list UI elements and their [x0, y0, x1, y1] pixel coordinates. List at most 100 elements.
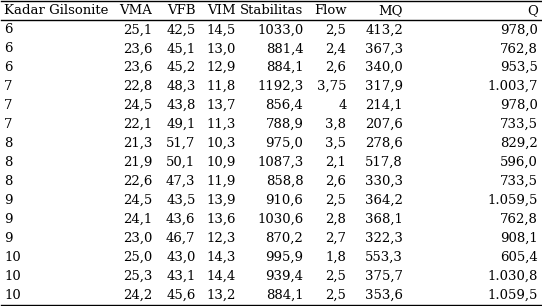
Text: 8: 8 — [4, 137, 12, 150]
Text: 322,3: 322,3 — [365, 232, 403, 245]
Text: 978,0: 978,0 — [500, 99, 538, 112]
Text: 881,4: 881,4 — [266, 42, 304, 55]
Text: 733,5: 733,5 — [500, 175, 538, 188]
Text: 14,4: 14,4 — [207, 270, 236, 283]
Text: 1.059,5: 1.059,5 — [488, 289, 538, 302]
Text: 24,1: 24,1 — [123, 213, 152, 226]
Text: 1.059,5: 1.059,5 — [488, 194, 538, 207]
Text: VIM: VIM — [208, 4, 236, 17]
Text: VMA: VMA — [119, 4, 152, 17]
Text: 353,6: 353,6 — [365, 289, 403, 302]
Text: 1192,3: 1192,3 — [257, 80, 304, 93]
Text: 2,5: 2,5 — [326, 194, 346, 207]
Text: 23,6: 23,6 — [123, 61, 152, 74]
Text: 6: 6 — [4, 61, 12, 74]
Text: 13,9: 13,9 — [207, 194, 236, 207]
Text: Kadar Gilsonite: Kadar Gilsonite — [4, 4, 108, 17]
Text: 11,3: 11,3 — [207, 118, 236, 131]
Text: 45,2: 45,2 — [166, 61, 196, 74]
Text: 910,6: 910,6 — [266, 194, 304, 207]
Text: 13,7: 13,7 — [207, 99, 236, 112]
Text: 3,8: 3,8 — [326, 118, 346, 131]
Text: 25,0: 25,0 — [123, 251, 152, 264]
Text: 50,1: 50,1 — [166, 156, 196, 169]
Text: 43,6: 43,6 — [166, 213, 196, 226]
Text: 47,3: 47,3 — [166, 175, 196, 188]
Text: 9: 9 — [4, 194, 12, 207]
Text: 375,7: 375,7 — [365, 270, 403, 283]
Text: 995,9: 995,9 — [266, 251, 304, 264]
Text: 856,4: 856,4 — [266, 99, 304, 112]
Text: MQ: MQ — [379, 4, 403, 17]
Text: 13,6: 13,6 — [207, 213, 236, 226]
Text: 517,8: 517,8 — [365, 156, 403, 169]
Text: 46,7: 46,7 — [166, 232, 196, 245]
Text: 1030,6: 1030,6 — [257, 213, 304, 226]
Text: 9: 9 — [4, 232, 12, 245]
Text: 24,5: 24,5 — [123, 99, 152, 112]
Text: 51,7: 51,7 — [166, 137, 196, 150]
Text: 1087,3: 1087,3 — [257, 156, 304, 169]
Text: 788,9: 788,9 — [266, 118, 304, 131]
Text: 939,4: 939,4 — [266, 270, 304, 283]
Text: 23,6: 23,6 — [123, 42, 152, 55]
Text: 10: 10 — [4, 251, 21, 264]
Text: 2,6: 2,6 — [326, 61, 346, 74]
Text: 6: 6 — [4, 42, 12, 55]
Text: 22,6: 22,6 — [123, 175, 152, 188]
Text: 43,5: 43,5 — [166, 194, 196, 207]
Text: 1.003,7: 1.003,7 — [487, 80, 538, 93]
Text: 7: 7 — [4, 118, 12, 131]
Text: Q: Q — [527, 4, 538, 17]
Text: 340,0: 340,0 — [365, 61, 403, 74]
Text: 11,8: 11,8 — [207, 80, 236, 93]
Text: 25,3: 25,3 — [123, 270, 152, 283]
Text: 8: 8 — [4, 156, 12, 169]
Text: 25,1: 25,1 — [123, 23, 152, 36]
Text: 7: 7 — [4, 99, 12, 112]
Text: 2,6: 2,6 — [326, 175, 346, 188]
Text: 10: 10 — [4, 270, 21, 283]
Text: 13,0: 13,0 — [207, 42, 236, 55]
Text: 21,3: 21,3 — [123, 137, 152, 150]
Text: 2,4: 2,4 — [326, 42, 346, 55]
Text: 762,8: 762,8 — [500, 213, 538, 226]
Text: 22,1: 22,1 — [123, 118, 152, 131]
Text: 49,1: 49,1 — [166, 118, 196, 131]
Text: 7: 7 — [4, 80, 12, 93]
Text: 22,8: 22,8 — [123, 80, 152, 93]
Text: 4: 4 — [338, 99, 346, 112]
Text: 23,0: 23,0 — [123, 232, 152, 245]
Text: 3,75: 3,75 — [317, 80, 346, 93]
Text: 2,5: 2,5 — [326, 289, 346, 302]
Text: 10,9: 10,9 — [207, 156, 236, 169]
Text: 2,5: 2,5 — [326, 23, 346, 36]
Text: 43,0: 43,0 — [166, 251, 196, 264]
Text: 45,1: 45,1 — [166, 42, 196, 55]
Text: 24,5: 24,5 — [123, 194, 152, 207]
Text: 829,2: 829,2 — [500, 137, 538, 150]
Text: 13,2: 13,2 — [207, 289, 236, 302]
Text: 10: 10 — [4, 289, 21, 302]
Text: 762,8: 762,8 — [500, 42, 538, 55]
Text: 42,5: 42,5 — [166, 23, 196, 36]
Text: 367,3: 367,3 — [365, 42, 403, 55]
Text: 14,3: 14,3 — [207, 251, 236, 264]
Text: 733,5: 733,5 — [500, 118, 538, 131]
Text: Stabilitas: Stabilitas — [240, 4, 304, 17]
Text: 908,1: 908,1 — [500, 232, 538, 245]
Text: 364,2: 364,2 — [365, 194, 403, 207]
Text: 43,8: 43,8 — [166, 99, 196, 112]
Text: 6: 6 — [4, 23, 12, 36]
Text: VFB: VFB — [167, 4, 196, 17]
Text: 48,3: 48,3 — [166, 80, 196, 93]
Text: 9: 9 — [4, 213, 12, 226]
Text: 605,4: 605,4 — [500, 251, 538, 264]
Text: 1033,0: 1033,0 — [257, 23, 304, 36]
Text: 870,2: 870,2 — [266, 232, 304, 245]
Text: 12,3: 12,3 — [207, 232, 236, 245]
Text: 858,8: 858,8 — [266, 175, 304, 188]
Text: 2,7: 2,7 — [326, 232, 346, 245]
Text: 278,6: 278,6 — [365, 137, 403, 150]
Text: 553,3: 553,3 — [365, 251, 403, 264]
